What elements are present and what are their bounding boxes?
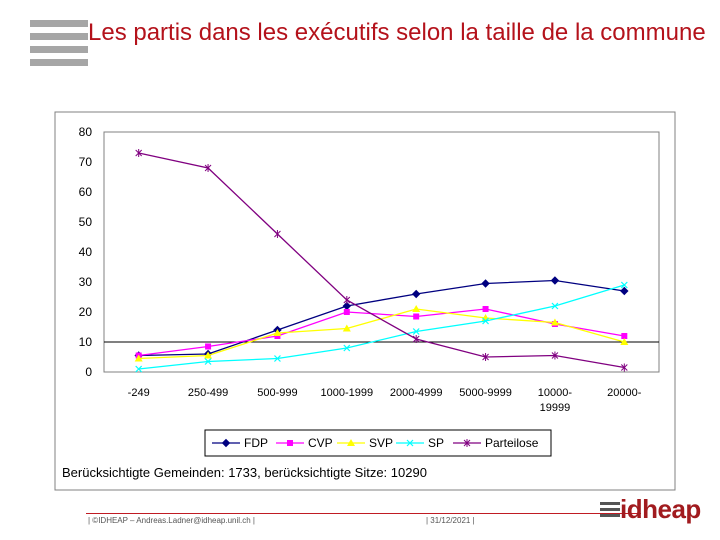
data-point bbox=[621, 333, 628, 339]
data-point bbox=[204, 358, 212, 365]
legend-item: CVP bbox=[276, 436, 333, 450]
y-tick-label: 80 bbox=[79, 125, 93, 139]
data-point bbox=[482, 306, 489, 312]
x-tick-label: 250-499 bbox=[188, 387, 228, 399]
data-point bbox=[550, 318, 559, 326]
data-point bbox=[413, 313, 420, 320]
legend-item: SVP bbox=[337, 436, 393, 450]
series-svp bbox=[134, 305, 629, 362]
data-point bbox=[411, 289, 421, 299]
data-point bbox=[551, 351, 559, 360]
data-point-stroke bbox=[274, 355, 281, 362]
data-point bbox=[620, 281, 628, 289]
decorative-bars bbox=[30, 20, 88, 76]
data-point bbox=[221, 438, 231, 448]
x-tick-label: 500-999 bbox=[257, 387, 297, 399]
data-point bbox=[274, 355, 281, 362]
page-title: Les partis dans les exécutifs selon la t… bbox=[88, 19, 706, 46]
data-point-stroke bbox=[482, 317, 489, 325]
data-point-stroke bbox=[135, 365, 143, 373]
legend: FDP CVP SVP SP Parteilose bbox=[204, 429, 552, 457]
y-tick-label: 60 bbox=[79, 185, 93, 199]
footer-divider bbox=[86, 513, 641, 514]
series-parteilose bbox=[135, 149, 628, 372]
data-point bbox=[412, 328, 420, 335]
series-line-fdp bbox=[138, 279, 625, 357]
series-line-svp bbox=[138, 308, 625, 360]
data-point bbox=[620, 338, 629, 345]
legend-item: SP bbox=[396, 436, 444, 450]
x-tick-label: 20000- bbox=[607, 387, 642, 399]
plot-area bbox=[103, 131, 660, 373]
data-point bbox=[287, 440, 293, 446]
series-line-sp bbox=[138, 284, 625, 370]
data-point-stroke bbox=[343, 344, 351, 352]
y-tick-label: 20 bbox=[79, 305, 93, 319]
legend-box bbox=[204, 429, 552, 457]
x-tick-label: 2000-4999 bbox=[390, 387, 443, 399]
data-point-stroke bbox=[204, 358, 212, 365]
data-point bbox=[134, 354, 143, 362]
data-point bbox=[274, 230, 281, 238]
data-point bbox=[204, 164, 212, 172]
idheap-logo: idheap bbox=[600, 494, 701, 524]
legend-label: Parteilose bbox=[485, 436, 539, 450]
data-point bbox=[273, 329, 282, 336]
data-point bbox=[482, 317, 489, 325]
y-tick-label: 70 bbox=[79, 155, 93, 169]
data-point bbox=[343, 344, 351, 352]
data-point bbox=[481, 279, 490, 288]
y-tick-label: 10 bbox=[79, 335, 93, 349]
x-tick-label: 5000-9999 bbox=[459, 387, 512, 399]
y-tick-label: 40 bbox=[79, 245, 93, 259]
legend-item: Parteilose bbox=[453, 436, 539, 450]
series-sp bbox=[135, 281, 628, 373]
x-tick-label: 1000-1999 bbox=[321, 387, 374, 399]
data-point bbox=[343, 296, 351, 304]
data-point bbox=[135, 365, 143, 373]
footer-credit: | ©IDHEAP – Andreas.Ladner@idheap.unil.c… bbox=[88, 516, 256, 525]
data-point bbox=[135, 149, 143, 157]
data-point bbox=[412, 335, 420, 343]
series-line-parteilose bbox=[138, 152, 625, 369]
data-point bbox=[406, 439, 414, 447]
chart-note: Berücksichtigte Gemeinden: 1733, berücks… bbox=[62, 465, 427, 480]
x-tick-label: 19999 bbox=[540, 402, 571, 414]
data-point bbox=[620, 286, 629, 296]
data-point bbox=[551, 302, 559, 310]
legend-label: CVP bbox=[308, 436, 333, 450]
legend-label: FDP bbox=[244, 436, 268, 450]
data-point bbox=[620, 363, 628, 372]
data-point bbox=[204, 351, 213, 359]
x-tick-label: -249 bbox=[128, 387, 150, 399]
data-point bbox=[482, 353, 489, 361]
legend-label: SP bbox=[428, 436, 444, 450]
data-point-stroke bbox=[620, 281, 628, 289]
y-tick-label: 0 bbox=[85, 365, 92, 379]
footer-date: | 31/12/2021 | bbox=[426, 516, 475, 525]
logo-text: idheap bbox=[620, 494, 701, 524]
data-point-stroke bbox=[406, 439, 414, 447]
data-point bbox=[342, 324, 351, 332]
legend-item: FDP bbox=[212, 436, 268, 450]
y-tick-label: 50 bbox=[79, 215, 93, 229]
data-point bbox=[347, 439, 355, 446]
legend-label: SVP bbox=[369, 436, 393, 450]
data-point-stroke bbox=[412, 328, 420, 335]
data-point bbox=[463, 439, 471, 447]
data-point bbox=[412, 305, 421, 312]
data-point bbox=[205, 343, 212, 350]
data-point-stroke bbox=[551, 302, 559, 310]
y-tick-label: 30 bbox=[79, 275, 93, 289]
data-point bbox=[550, 276, 560, 285]
x-tick-label: 10000- bbox=[538, 387, 573, 399]
data-point bbox=[343, 309, 350, 315]
